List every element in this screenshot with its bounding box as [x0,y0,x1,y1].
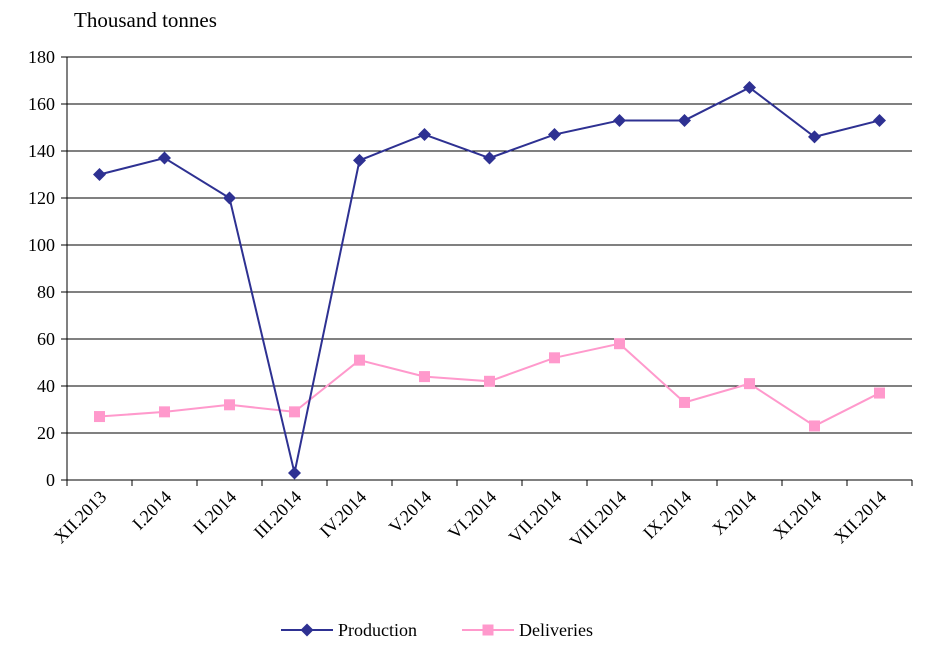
gridlines [67,56,912,434]
x-tick-label: XI.2014 [769,487,825,543]
data-point-deliveries [549,352,560,364]
data-point-deliveries [289,406,300,418]
data-point-production [353,153,366,167]
data-point-deliveries [874,387,885,399]
data-point-production [808,130,821,144]
x-tick-label: XII.2014 [830,487,890,547]
data-point-production [158,151,171,165]
legend-marker [482,624,494,636]
data-point-deliveries [224,399,235,411]
data-point-production [678,113,691,127]
data-point-deliveries [159,406,170,418]
x-tick-label: III.2014 [250,487,305,542]
legend-label: Deliveries [519,620,593,640]
series-line-production [99,86,880,474]
data-point-production [223,191,236,205]
data-point-production [418,128,431,142]
x-tick-labels: XII.2013 I.2014 II.2014 III.2014 IV.2014 V.20… [50,487,890,552]
data-point-deliveries [484,375,495,387]
data-point-deliveries [419,371,430,383]
y-tick-label: 140 [28,141,55,161]
y-tick-label: 120 [28,188,55,208]
x-tick-label: I.2014 [128,487,175,534]
x-tick-label: II.2014 [189,487,240,538]
data-point-deliveries [354,354,365,366]
data-point-production [288,466,301,480]
x-tick-label: VII.2014 [505,487,565,547]
x-tick-label: VIII.2014 [566,487,631,552]
axes [61,56,913,486]
legend: Production Deliveries [281,620,593,640]
x-tick-label: IV.2014 [316,487,371,542]
x-tick-label: V.2014 [385,487,435,537]
data-point-production [613,113,626,127]
legend-marker [300,623,314,637]
data-point-deliveries [744,378,755,390]
y-tick-label: 0 [46,470,55,490]
data-point-production [743,81,756,95]
y-tick-label: 60 [37,329,55,349]
data-point-deliveries [809,420,820,432]
y-tick-label: 100 [28,235,55,255]
data-point-deliveries [94,411,105,423]
data-point-production [548,128,561,142]
data-point-production [873,113,886,127]
x-tick-label: IX.2014 [639,487,695,543]
y-tick-label: 20 [37,423,55,443]
y-tick-labels: 0 20 40 60 80 100 120 140 160 180 [28,47,55,490]
legend-label: Production [338,620,417,640]
data-point-deliveries [679,396,690,408]
series [93,81,886,480]
y-tick-label: 80 [37,282,55,302]
data-point-production [93,168,106,181]
data-point-deliveries [614,338,625,350]
y-tick-label: 180 [28,47,55,67]
x-tick-label: X.2014 [708,487,760,539]
y-tick-label: 40 [37,376,55,396]
y-axis-label: Thousand tonnes [74,8,217,32]
data-point-production [483,151,496,165]
x-tick-label: XII.2013 [50,487,110,547]
y-tick-label: 160 [28,94,55,114]
x-tick-label: VI.2014 [444,487,500,543]
